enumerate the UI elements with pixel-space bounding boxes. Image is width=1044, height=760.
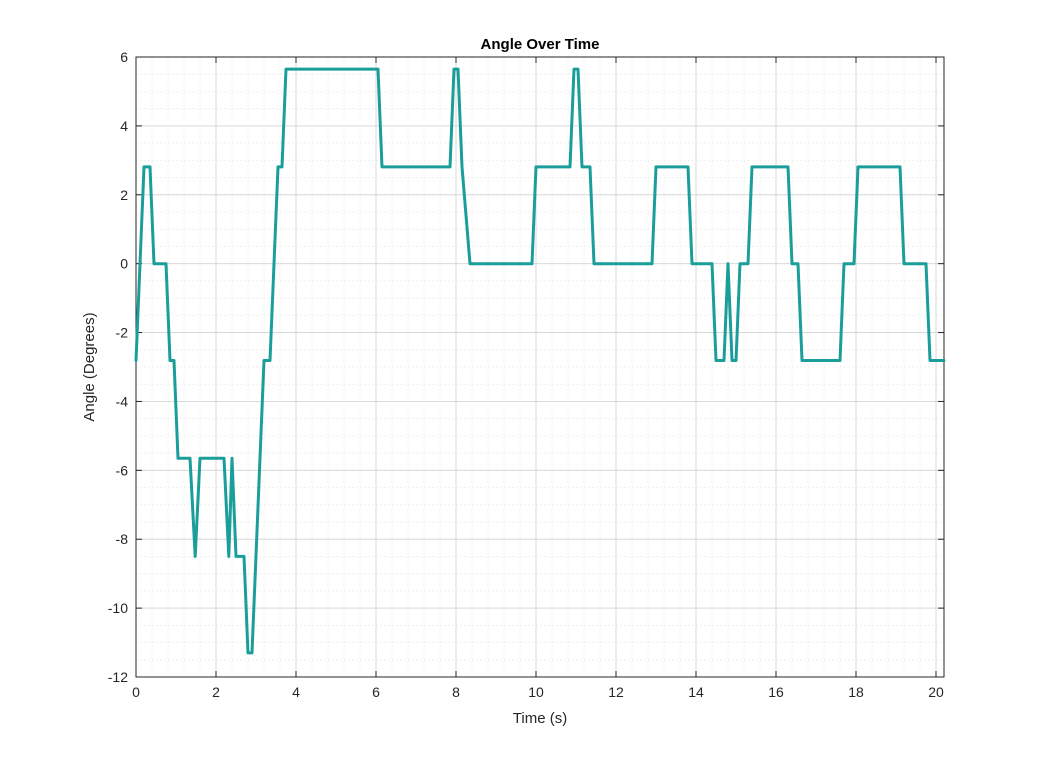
y-tick-label: 4 — [120, 118, 128, 134]
y-tick-label: -12 — [108, 669, 128, 685]
x-tick-label: 12 — [608, 684, 624, 700]
y-tick-label: 6 — [120, 49, 128, 65]
x-axis-label: Time (s) — [513, 710, 567, 727]
series-line — [134, 67, 946, 655]
x-tick-label: 14 — [688, 684, 704, 700]
y-axis-label: Angle (Degrees) — [81, 312, 98, 421]
x-tick-label: 2 — [212, 684, 220, 700]
x-tick-label: 4 — [292, 684, 300, 700]
x-tick-label: 8 — [452, 684, 460, 700]
x-tick-label: 18 — [848, 684, 864, 700]
plot-frame — [135, 56, 945, 678]
y-tick-label: -2 — [116, 325, 129, 341]
series-layer — [134, 67, 946, 655]
x-tick-label: 6 — [372, 684, 380, 700]
x-axis-ticks: 0 2 4 6 8 10 12 14 16 18 20 — [132, 57, 944, 700]
y-axis-ticks: -12 -10 -8 -6 -4 -2 0 2 4 6 — [108, 49, 944, 685]
major-grid — [135, 56, 944, 678]
chart-title: Angle Over Time — [481, 36, 600, 53]
y-tick-label: -4 — [116, 393, 129, 409]
y-tick-label: 2 — [120, 187, 128, 203]
x-tick-label: 16 — [768, 684, 784, 700]
x-tick-label: 0 — [132, 684, 140, 700]
y-tick-label: -10 — [108, 600, 128, 616]
x-tick-label: 10 — [528, 684, 544, 700]
y-tick-label: -8 — [116, 531, 129, 547]
x-tick-label: 20 — [928, 684, 944, 700]
y-tick-label: -6 — [116, 462, 129, 478]
y-tick-label: 0 — [120, 256, 128, 272]
